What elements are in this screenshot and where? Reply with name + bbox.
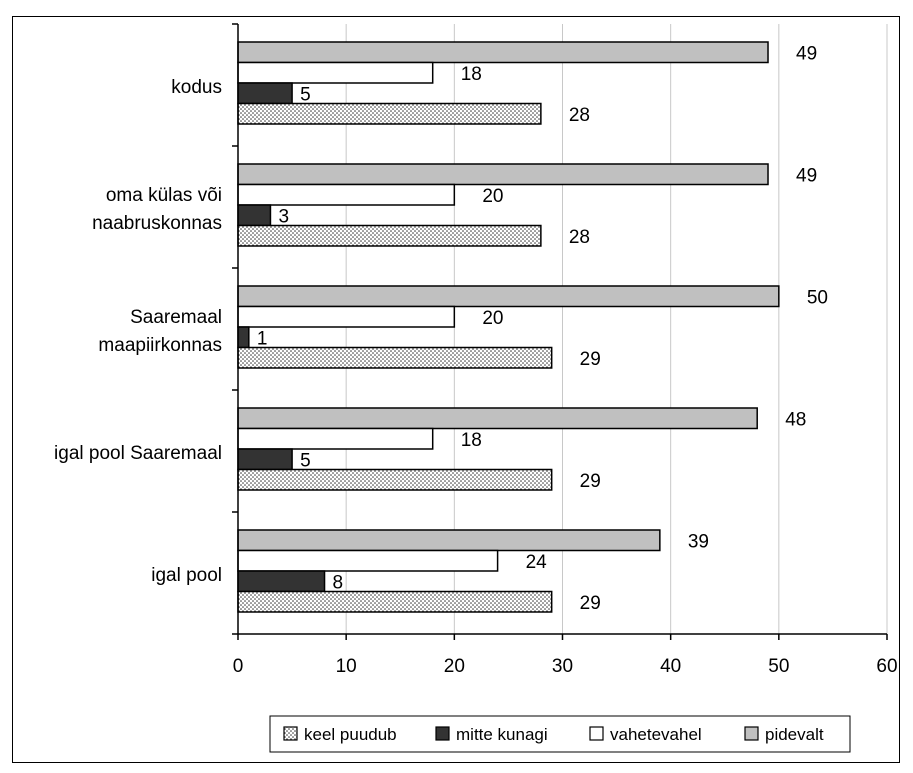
bars-group — [237, 41, 780, 613]
value-label-mitte-kunagi-3: 5 — [300, 450, 311, 471]
category-label-1-0: oma külas või — [106, 185, 222, 206]
value-label-keel-puudub-2: 29 — [580, 349, 601, 370]
x-tick-label-30: 30 — [552, 656, 573, 677]
legend-swatch-keel-puudub — [283, 726, 298, 741]
x-tick-label-50: 50 — [768, 656, 789, 677]
value-label-vahetevahel-1: 20 — [482, 186, 503, 207]
value-label-pidevalt-2: 50 — [807, 287, 828, 308]
legend-swatch-pidevalt — [744, 726, 759, 741]
legend-label-mitte-kunagi: mitte kunagi — [456, 725, 548, 744]
x-tick-label-40: 40 — [660, 656, 681, 677]
bar-pidevalt-1 — [237, 163, 769, 186]
x-tick-label-60: 60 — [876, 656, 897, 677]
value-label-keel-puudub-1: 28 — [569, 227, 590, 248]
value-label-vahetevahel-4: 24 — [526, 552, 548, 573]
value-label-mitte-kunagi-0: 5 — [300, 84, 311, 105]
legend-swatch-vahetevahel — [589, 726, 604, 741]
category-label-0-0: kodus — [171, 77, 222, 98]
bar-keel-puudub-3 — [237, 468, 553, 491]
bar-pidevalt-3 — [237, 407, 758, 430]
bar-mitte-kunagi-4 — [237, 570, 326, 593]
bar-vahetevahel-1 — [237, 183, 456, 206]
value-label-keel-puudub-4: 29 — [580, 593, 601, 614]
legend-label-pidevalt: pidevalt — [765, 725, 824, 744]
bar-keel-puudub-4 — [237, 590, 553, 613]
bar-mitte-kunagi-0 — [237, 82, 293, 105]
x-tick-label-10: 10 — [336, 656, 357, 677]
bar-vahetevahel-4 — [237, 549, 499, 572]
bar-keel-puudub-0 — [237, 102, 542, 125]
legend-label-keel-puudub: keel puudub — [304, 725, 397, 744]
category-label-2-0: Saaremaal — [130, 307, 222, 328]
value-label-keel-puudub-3: 29 — [580, 471, 601, 492]
value-label-pidevalt-4: 39 — [688, 531, 709, 552]
bar-mitte-kunagi-1 — [237, 204, 272, 227]
bar-mitte-kunagi-3 — [237, 448, 293, 471]
value-label-vahetevahel-0: 18 — [461, 64, 482, 85]
chart-frame — [12, 16, 900, 763]
value-label-mitte-kunagi-4: 8 — [333, 572, 344, 593]
value-label-pidevalt-3: 48 — [785, 409, 806, 430]
x-tick-label-20: 20 — [444, 656, 465, 677]
bar-mitte-kunagi-2 — [237, 326, 250, 349]
legend-label-vahetevahel: vahetevahel — [610, 725, 702, 744]
bar-vahetevahel-0 — [237, 61, 434, 84]
value-label-keel-puudub-0: 28 — [569, 105, 590, 126]
bar-vahetevahel-2 — [237, 305, 456, 328]
x-tick-label-0: 0 — [233, 656, 244, 677]
value-label-pidevalt-1: 49 — [796, 165, 817, 186]
value-label-pidevalt-0: 49 — [796, 43, 817, 64]
value-label-vahetevahel-2: 20 — [482, 308, 503, 329]
value-label-mitte-kunagi-2: 1 — [257, 328, 268, 349]
bar-pidevalt-4 — [237, 529, 661, 552]
bar-keel-puudub-2 — [237, 346, 553, 369]
axes — [232, 23, 888, 640]
value-label-vahetevahel-3: 18 — [461, 430, 482, 451]
bar-pidevalt-0 — [237, 41, 769, 64]
category-label-2-1: maapiirkonnas — [98, 335, 222, 356]
bar-keel-puudub-1 — [237, 224, 542, 247]
value-label-mitte-kunagi-1: 3 — [278, 206, 289, 227]
bar-pidevalt-2 — [237, 285, 780, 308]
category-label-4-0: igal pool — [151, 565, 222, 586]
legend-swatch-mitte-kunagi — [435, 726, 450, 741]
legend: keel puudub mitte kunagi vahetevahel pideva… — [269, 715, 851, 753]
bar-vahetevahel-3 — [237, 427, 434, 450]
category-label-1-1: naabruskonnas — [92, 213, 222, 234]
category-label-3-0: igal pool Saaremaal — [54, 443, 222, 464]
